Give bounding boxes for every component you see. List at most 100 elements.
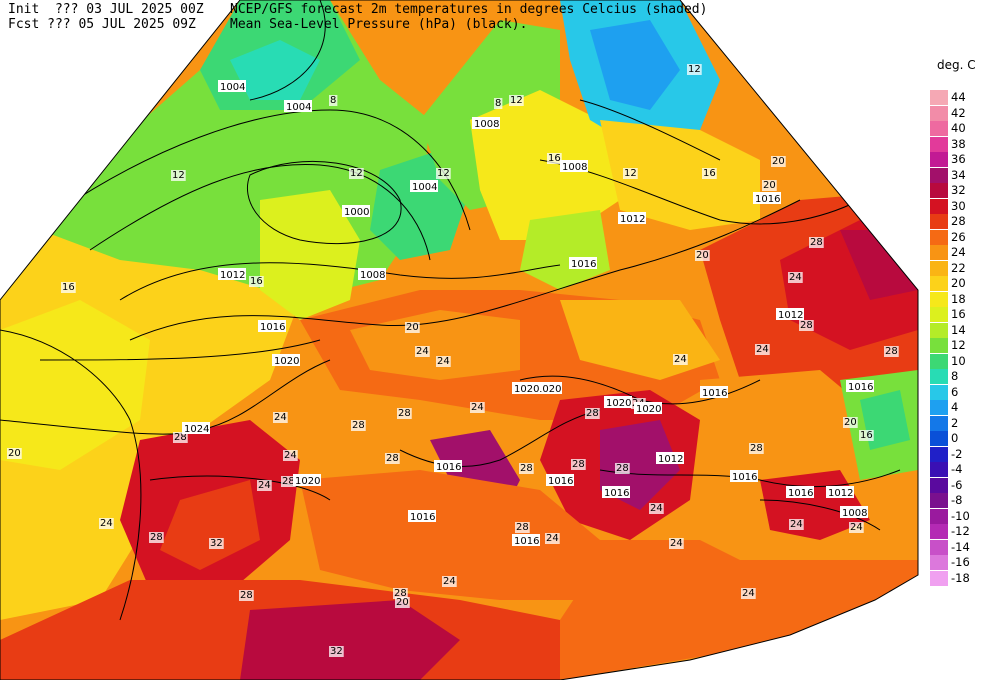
legend-swatch	[930, 291, 948, 307]
legend-swatch	[930, 105, 948, 121]
svg-text:16: 16	[548, 153, 561, 164]
svg-text:24: 24	[284, 450, 297, 461]
legend-label: 22	[951, 260, 966, 275]
svg-text:1008: 1008	[842, 508, 867, 519]
pressure-label: 1016	[258, 320, 286, 333]
temperature-label: 28	[351, 420, 366, 431]
pressure-label: 1008	[358, 268, 386, 281]
temperature-label: 20	[7, 448, 22, 459]
legend-title: deg. C	[937, 58, 976, 72]
svg-text:28: 28	[352, 420, 365, 431]
pressure-label: 1016	[753, 192, 781, 205]
pressure-label: 1020	[534, 382, 562, 395]
legend-label: -12	[951, 524, 970, 538]
legend-swatch	[930, 136, 948, 152]
pressure-label: 1004	[284, 100, 312, 113]
svg-text:1020: 1020	[514, 384, 539, 395]
svg-text:20: 20	[763, 180, 776, 191]
legend-label: 14	[951, 322, 966, 337]
legend-label: 32	[951, 183, 966, 197]
pressure-label: 1016	[786, 486, 814, 499]
svg-text:24: 24	[416, 346, 429, 357]
legend-label: 10	[951, 353, 966, 368]
svg-text:8: 8	[330, 95, 336, 106]
svg-text:28: 28	[516, 522, 529, 533]
svg-text:1016: 1016	[571, 259, 596, 270]
svg-text:32: 32	[210, 538, 223, 549]
map-subtitle: Mean Sea-Level Pressure (hPa) (black).	[230, 17, 528, 32]
temperature-label: 12	[623, 168, 638, 179]
legend-swatch	[930, 276, 948, 292]
svg-text:28: 28	[885, 346, 898, 357]
legend-swatch	[930, 307, 948, 323]
svg-text:28: 28	[572, 459, 585, 470]
legend-label: -16	[951, 555, 970, 569]
legend-swatch	[930, 477, 948, 493]
svg-text:1004: 1004	[412, 182, 437, 193]
svg-text:20: 20	[406, 322, 419, 333]
svg-text:24: 24	[546, 533, 559, 544]
svg-text:20: 20	[696, 250, 709, 261]
svg-text:24: 24	[471, 402, 484, 413]
svg-text:1016: 1016	[548, 476, 573, 487]
temperature-label: 28	[281, 476, 296, 487]
svg-text:16: 16	[703, 168, 716, 179]
temperature-label: 24	[789, 519, 804, 530]
pressure-label: 1012	[826, 486, 854, 499]
legend-swatch	[930, 338, 948, 354]
svg-text:24: 24	[274, 412, 287, 423]
legend-label: 44	[951, 90, 966, 104]
svg-text:1024: 1024	[184, 424, 209, 435]
svg-text:1012: 1012	[220, 270, 245, 281]
svg-text:28: 28	[750, 443, 763, 454]
svg-text:28: 28	[240, 590, 253, 601]
temperature-label: 24	[741, 588, 756, 599]
legend-swatch	[930, 384, 948, 400]
legend-label: 38	[951, 136, 966, 151]
temperature-label: 16	[249, 276, 264, 287]
pressure-label: 1016	[602, 486, 630, 499]
svg-text:1020: 1020	[536, 384, 561, 395]
svg-text:24: 24	[756, 344, 769, 355]
temperature-label: 24	[273, 412, 288, 423]
svg-text:24: 24	[674, 354, 687, 365]
svg-text:12: 12	[510, 95, 523, 106]
svg-text:1020: 1020	[295, 476, 320, 487]
temperature-label: 12	[349, 168, 364, 179]
svg-text:1004: 1004	[220, 82, 245, 93]
temperature-label: 20	[762, 180, 777, 191]
pressure-label: 1004	[410, 180, 438, 193]
svg-text:1016: 1016	[410, 512, 435, 523]
temperature-label: 12	[171, 170, 186, 181]
pressure-label: 1016	[700, 386, 728, 399]
pressure-label: 1020	[272, 354, 300, 367]
svg-text:24: 24	[789, 272, 802, 283]
temperature-label: 16	[61, 282, 76, 293]
legend-label: 12	[951, 338, 966, 352]
temperature-label: 28	[519, 463, 534, 474]
legend-label: 6	[951, 384, 959, 399]
pressure-label: 1024	[182, 422, 210, 435]
svg-text:12: 12	[437, 168, 450, 179]
legend-swatch	[930, 322, 948, 338]
svg-text:28: 28	[174, 432, 187, 443]
legend-swatch	[930, 415, 948, 431]
legend-swatch	[930, 229, 948, 245]
pressure-label: 1000	[342, 205, 370, 218]
svg-text:8: 8	[495, 98, 501, 109]
legend-label: 40	[951, 121, 966, 135]
svg-text:24: 24	[437, 356, 450, 367]
svg-text:20: 20	[396, 597, 409, 608]
temperature-label: 20	[395, 597, 410, 608]
temperature-label: 24	[673, 354, 688, 365]
pressure-label: 1012	[656, 452, 684, 465]
temperature-label: 20	[843, 417, 858, 428]
legend-label: 26	[951, 229, 966, 244]
temperature-label: 28	[385, 453, 400, 464]
svg-text:1000: 1000	[344, 207, 369, 218]
svg-text:24: 24	[650, 503, 663, 514]
temperature-label: 24	[755, 344, 770, 355]
temperature-label: 16	[859, 430, 874, 441]
map-header: Init ??? 03 JUL 2025 00Z NCEP/GFS foreca…	[0, 0, 760, 36]
svg-text:28: 28	[386, 453, 399, 464]
